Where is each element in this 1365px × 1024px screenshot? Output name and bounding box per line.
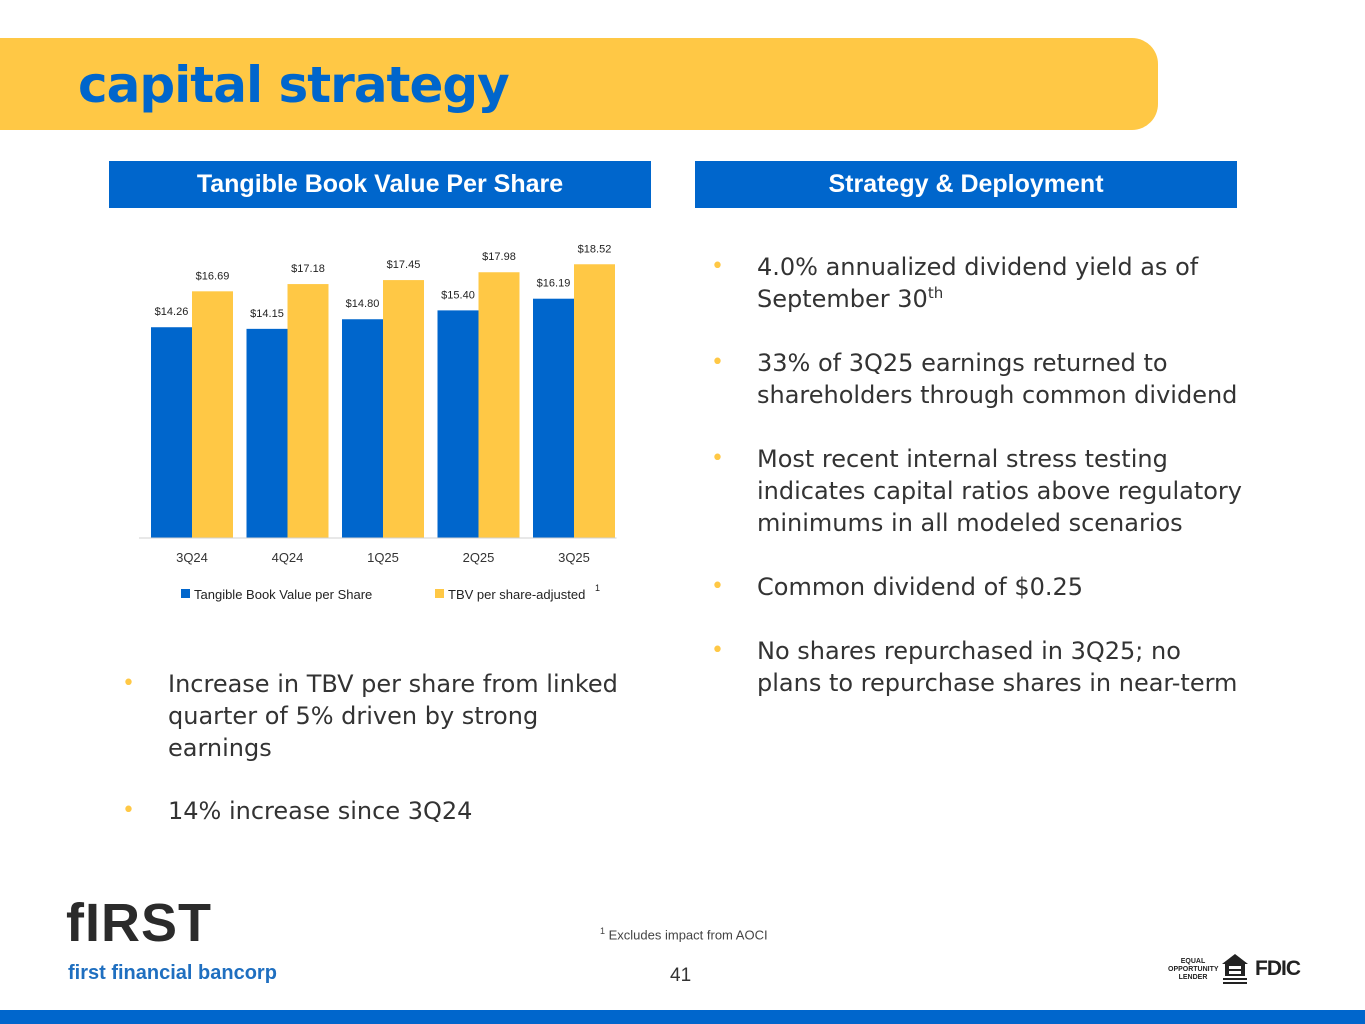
bullet-text: Most recent internal stress testing indi… [757,445,1242,537]
list-item: • 33% of 3Q25 earnings returned to shareh… [711,347,1251,411]
tbv-adjusted-bar [383,280,424,538]
tbv-bullet-list: • Increase in TBV per share from linked q… [122,668,642,858]
bar-value-label: $14.15 [250,308,284,320]
bar-value-label: $17.98 [482,251,516,263]
bullet-text: Increase in TBV per share from linked qu… [168,670,618,762]
bullet-dot-icon: • [711,574,724,599]
legend-swatch-adjusted [435,589,444,598]
tbv-adjusted-bar [287,284,329,538]
list-item: • 4.0% annualized dividend yield as of Se… [711,251,1251,315]
company-logo: fIRST [66,893,212,953]
bullet-text: 33% of 3Q25 earnings returned to shareho… [757,349,1238,409]
tbv-bar [342,319,383,538]
bullet-text: 14% increase since 3Q24 [168,797,473,825]
eol-line: OPPORTUNITY [1168,966,1219,973]
ordinal-suffix: th [927,284,944,302]
bullet-text: No shares repurchased in 3Q25; no plans … [757,637,1238,697]
tbv-adjusted-bar [574,264,615,538]
bar-value-label: $18.52 [578,243,612,255]
equal-housing-lender-icon [1222,954,1248,984]
eol-line: EQUAL [1180,958,1206,965]
x-tick-label: 1Q25 [367,550,399,565]
legend-label-adjusted: TBV per share-adjusted [448,587,585,602]
fdic-logo: FDIC [1255,957,1301,980]
tbv-adjusted-bar [192,291,233,538]
x-tick-label: 4Q24 [272,550,304,565]
footnote-text: Excludes impact from AOCI [605,927,768,943]
legend-swatch-tbv [181,589,190,598]
tbv-bar [533,298,574,538]
legend-footnote-marker: 1 [595,583,600,593]
tbv-bar [437,310,479,538]
bar-value-label: $17.45 [387,259,421,271]
bullet-dot-icon: • [711,254,724,279]
footnote-marker: 1 [600,926,606,936]
bullet-dot-icon: • [122,671,135,696]
list-item: • 14% increase since 3Q24 [122,795,642,827]
bar-value-label: $15.40 [441,289,475,301]
bar-value-label: $16.69 [196,270,230,282]
list-item: • Most recent internal stress testing ind… [711,443,1251,539]
bar-value-label: $14.26 [155,306,189,318]
strategy-section-header: Strategy & Deployment [695,161,1237,208]
bar-value-label: $14.80 [346,298,380,310]
bottom-bar [0,1010,1365,1024]
tbv-bar [151,327,192,538]
list-item: • No shares repurchased in 3Q25; no plans… [711,635,1251,699]
x-tick-label: 3Q24 [176,550,208,565]
x-tick-label: 3Q25 [558,550,590,565]
bullet-text: Common dividend of $0.25 [757,573,1084,601]
bullet-text: 4.0% annualized dividend yield as of Sep… [757,253,1199,313]
eol-line: LENDER [1178,974,1208,981]
strategy-bullet-list: • 4.0% annualized dividend yield as of Se… [711,251,1251,731]
list-item: • Common dividend of $0.25 [711,571,1251,603]
bar-value-label: $16.19 [537,278,571,290]
tbv-section-header: Tangible Book Value Per Share [109,161,651,208]
tbv-bar [246,328,288,538]
bar-value-label: $17.18 [291,263,325,275]
page-title: capital strategy [78,56,510,114]
bullet-dot-icon: • [122,798,135,823]
tbv-bar-chart: $14.26 $16.69 3Q24 $14.15 $17.18 4Q24 $14.80 $1… [139,243,617,602]
page-number: 41 [670,965,692,986]
legend-label-tbv: Tangible Book Value per Share [194,587,372,602]
x-tick-label: 2Q25 [463,550,495,565]
company-name: first financial bancorp [68,962,277,984]
footnote: 1 Excludes impact from AOCI [600,926,768,942]
bullet-dot-icon: • [711,446,724,471]
title-band [0,38,1158,130]
tbv-adjusted-bar [478,272,520,538]
bullet-dot-icon: • [711,638,724,663]
bullet-dot-icon: • [711,350,724,375]
list-item: • Increase in TBV per share from linked q… [122,668,642,764]
equal-opportunity-lender-badge: EQUAL OPPORTUNITY LENDER [1168,958,1219,982]
